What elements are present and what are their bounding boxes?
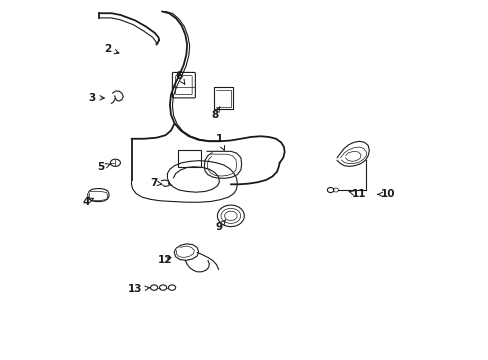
Text: 11: 11 [348, 189, 366, 199]
Text: 5: 5 [97, 162, 110, 172]
Text: 1: 1 [215, 134, 224, 150]
Text: 8: 8 [211, 107, 220, 120]
Text: 10: 10 [377, 189, 394, 199]
Text: 13: 13 [128, 284, 149, 294]
Text: 9: 9 [215, 220, 225, 232]
Text: 7: 7 [150, 178, 162, 188]
Text: 12: 12 [157, 255, 172, 265]
Text: 2: 2 [103, 44, 119, 54]
Text: 3: 3 [88, 93, 104, 103]
Bar [178, 150, 201, 167]
Text: 4: 4 [82, 197, 93, 207]
Text: 6: 6 [175, 71, 184, 84]
